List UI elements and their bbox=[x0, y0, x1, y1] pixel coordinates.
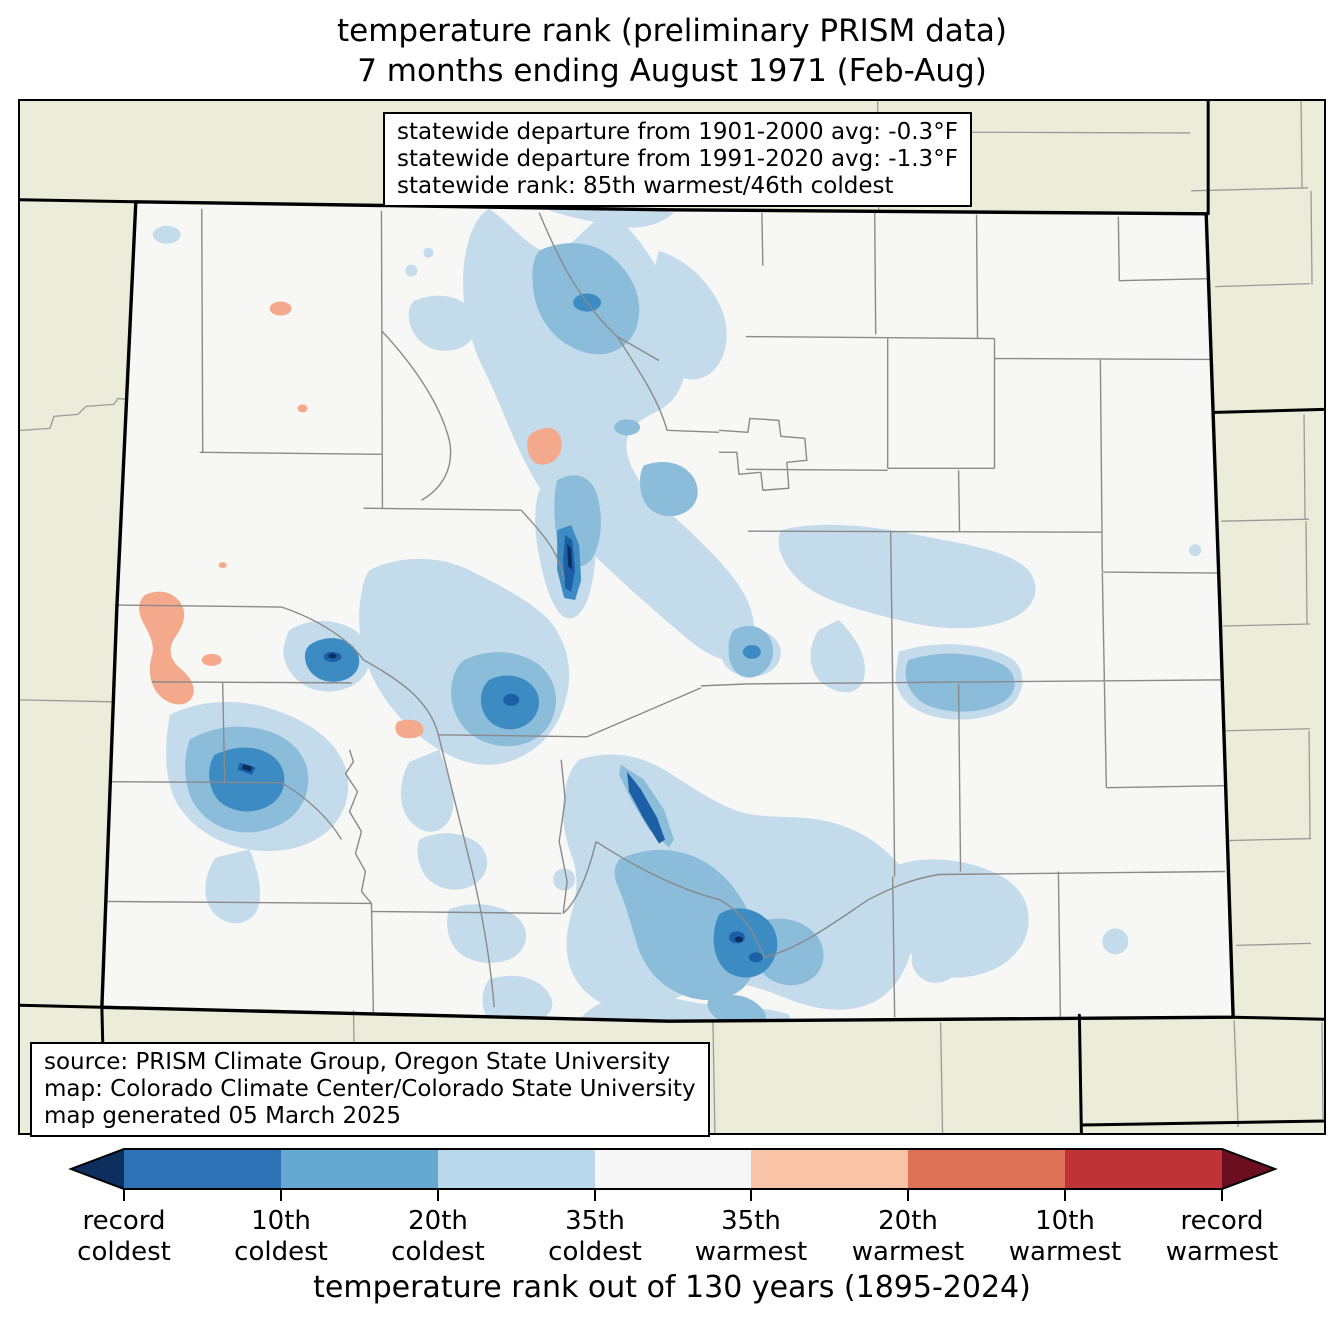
source-box: source: PRISM Climate Group, Oregon Stat… bbox=[30, 1042, 710, 1137]
colorbar-seg-5 bbox=[751, 1149, 908, 1189]
source-line-1: source: PRISM Climate Group, Oregon Stat… bbox=[44, 1049, 671, 1075]
colorbar-seg-7 bbox=[1065, 1149, 1222, 1189]
colorbar-right-arrow bbox=[1222, 1149, 1275, 1189]
stats-box: statewide departure from 1901-2000 avg: … bbox=[383, 112, 972, 207]
colorbar bbox=[68, 1148, 1278, 1201]
colorbar-label-10th-coldest: 10th coldest bbox=[234, 1206, 328, 1267]
map-frame bbox=[18, 99, 1326, 1135]
page-title-line2: 7 months ending August 1971 (Feb-Aug) bbox=[357, 53, 987, 89]
temperature-anomaly-patches bbox=[139, 205, 1202, 1022]
colorbar-label-35th-coldest: 35th coldest bbox=[548, 1206, 642, 1267]
colorbar-label-10th-warmest: 10th warmest bbox=[1008, 1206, 1122, 1267]
colorbar-left-arrow bbox=[71, 1149, 124, 1189]
stats-line-3: statewide rank: 85th warmest/46th coldes… bbox=[397, 173, 894, 199]
colorbar-label-record-warmest: record warmest bbox=[1165, 1206, 1279, 1267]
colorbar-label-record-coldest: record coldest bbox=[77, 1206, 171, 1267]
colorbar-label-20th-warmest: 20th warmest bbox=[851, 1206, 965, 1267]
colorbar-seg-2 bbox=[281, 1149, 438, 1189]
colorbar-caption: temperature rank out of 130 years (1895-… bbox=[313, 1270, 1031, 1305]
colorbar-seg-1 bbox=[124, 1149, 281, 1189]
source-line-2: map: Colorado Climate Center/Colorado St… bbox=[44, 1076, 696, 1102]
colorbar-seg-4 bbox=[595, 1149, 751, 1189]
stats-line-2: statewide departure from 1991-2020 avg: … bbox=[397, 146, 958, 172]
stats-line-1: statewide departure from 1901-2000 avg: … bbox=[397, 119, 958, 145]
colorbar-ticks bbox=[123, 1189, 1223, 1201]
colorado-state-border bbox=[100, 200, 1235, 1023]
page-title-line1: temperature rank (preliminary PRISM data… bbox=[336, 13, 1007, 49]
colorbar-seg-3 bbox=[438, 1149, 595, 1189]
colorbar-label-35th-warmest: 35th warmest bbox=[694, 1206, 808, 1267]
source-line-3: map generated 05 March 2025 bbox=[44, 1103, 402, 1129]
colorbar-label-20th-coldest: 20th coldest bbox=[391, 1206, 485, 1267]
colorado-map bbox=[20, 101, 1324, 1133]
colorbar-seg-6 bbox=[908, 1149, 1065, 1189]
colorado-county-lines bbox=[104, 208, 1226, 1018]
